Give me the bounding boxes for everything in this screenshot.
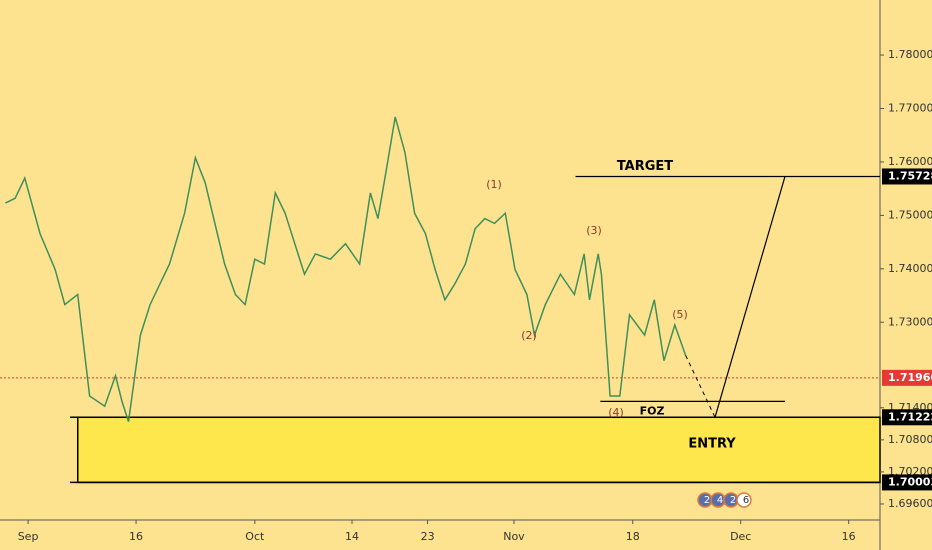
- y-tick-label: 1.77000: [888, 101, 932, 114]
- y-tick-label: 1.74000: [888, 262, 932, 275]
- badge-label: 6: [743, 495, 749, 506]
- badge-label: 2: [704, 495, 710, 506]
- x-tick-label: 16: [842, 530, 856, 543]
- last-price-box: [882, 369, 932, 386]
- y-tick-label: 1.70800: [888, 433, 932, 446]
- price-line: [5, 116, 687, 422]
- x-tick-label: 18: [626, 530, 640, 543]
- target-axis-label: 1.75728: [888, 169, 932, 182]
- x-tick-label: 16: [129, 530, 143, 543]
- badge: [736, 492, 752, 508]
- entry-high-box: [882, 409, 932, 426]
- projection-solid: [714, 176, 786, 418]
- badge-label: 2: [730, 495, 736, 506]
- y-tick-label: 1.78000: [888, 48, 932, 61]
- wave-label: (3): [586, 224, 602, 237]
- entry-zone: [76, 416, 881, 484]
- x-tick-label: 23: [421, 530, 435, 543]
- entry-low-box: [882, 474, 932, 491]
- y-tick-label: 1.73000: [888, 315, 932, 328]
- foz-label: FOZ: [640, 404, 665, 417]
- projection-dashed: [685, 355, 716, 418]
- x-tick-label: Sep: [18, 530, 39, 543]
- x-tick-label: Nov: [503, 530, 525, 543]
- target-label: TARGET: [617, 159, 673, 174]
- entry-label: ENTRY: [688, 436, 736, 451]
- x-tick-label: Dec: [730, 530, 751, 543]
- entry-low-axis-label: 1.70003: [888, 475, 932, 488]
- last-price-axis-label: 1.71960: [888, 371, 932, 384]
- y-tick-label: 1.69600: [888, 497, 932, 510]
- target-box: [882, 168, 932, 185]
- y-tick-label: 1.75000: [888, 208, 932, 221]
- wave-label: (5): [672, 308, 688, 321]
- wave-label: (4): [608, 406, 624, 419]
- entry-high-axis-label: 1.71222: [888, 410, 932, 423]
- badge-label: 4: [717, 495, 723, 506]
- y-tick-label: 1.76000: [888, 155, 932, 168]
- x-tick-label: 14: [345, 530, 359, 543]
- x-tick-label: Oct: [245, 530, 265, 543]
- wave-label: (2): [521, 329, 537, 342]
- wave-label: (1): [486, 178, 502, 191]
